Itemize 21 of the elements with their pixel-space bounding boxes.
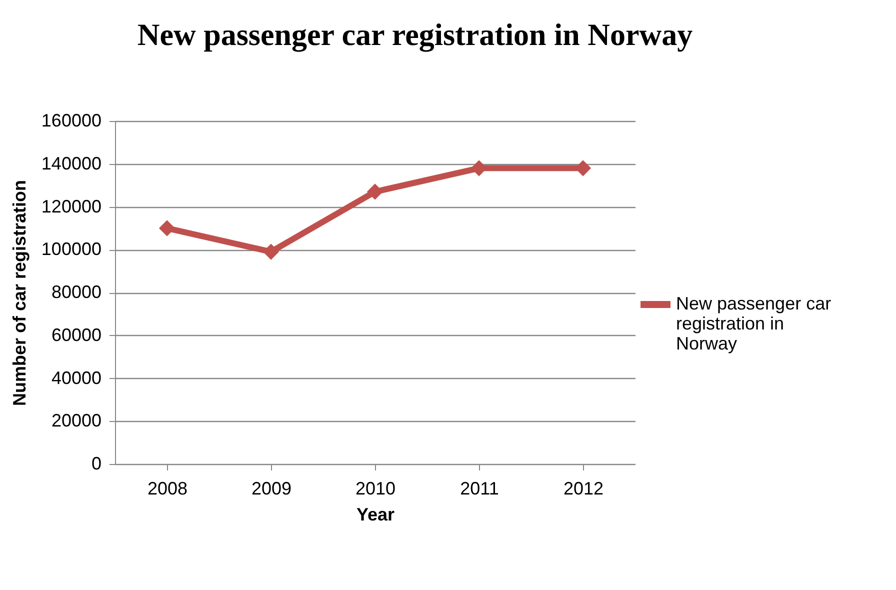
- y-tick-label: 20000: [51, 410, 102, 431]
- y-axis-title: Number of car registration: [9, 180, 30, 406]
- y-tick-label: 80000: [51, 282, 102, 302]
- chart-title: New passenger car registration in Norway: [137, 17, 694, 52]
- x-tick-label: 2012: [563, 478, 604, 498]
- x-axis-title: Year: [356, 504, 395, 524]
- point: [158, 220, 176, 236]
- point: [262, 244, 280, 260]
- y-tick-label: 160000: [41, 110, 102, 130]
- y-tick-label: 0: [91, 454, 102, 474]
- x-tick-label: 2010: [355, 478, 396, 498]
- legend-label: New passenger car registration in Norway: [676, 294, 832, 354]
- y-tick-label: 60000: [51, 324, 102, 345]
- y-tick-label: 40000: [51, 368, 102, 388]
- point: [366, 184, 384, 200]
- x-tick-label: 2008: [147, 478, 188, 498]
- y-tick-label: 140000: [41, 153, 102, 174]
- x-tick-label: 2009: [251, 478, 292, 498]
- y-tick-label: 100000: [41, 239, 102, 260]
- y-tick-label: 120000: [41, 196, 102, 216]
- x-tick-label: 2011: [460, 478, 499, 498]
